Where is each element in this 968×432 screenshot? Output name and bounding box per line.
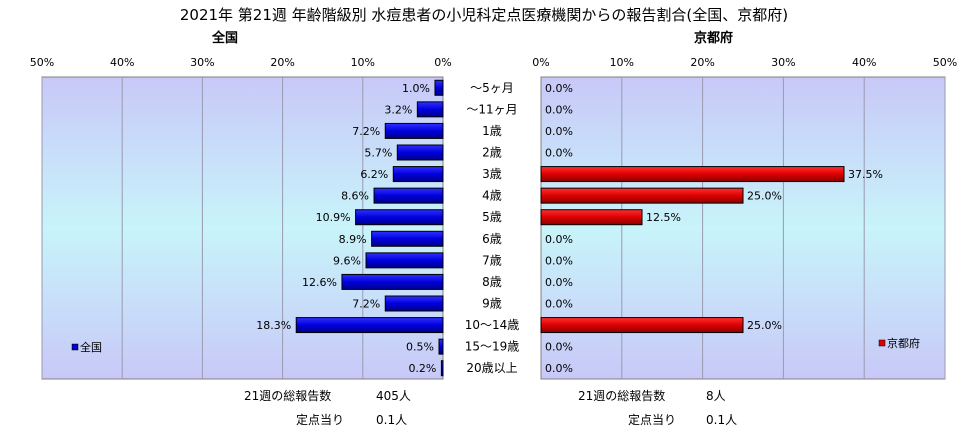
national-total-value: 405人 (376, 389, 411, 403)
kyoto-value-label: 0.0% (545, 103, 573, 116)
plot-backgrounds (41, 76, 946, 380)
category-label: 9歳 (482, 297, 502, 311)
kyoto-value-label: 0.0% (545, 233, 573, 246)
kyoto-value-label: 0.0% (545, 254, 573, 267)
national-value-label: 10.9% (316, 211, 351, 224)
national-panel-title: 全国 (212, 31, 239, 46)
kyoto-value-label: 0.0% (545, 82, 573, 95)
national-bar (373, 187, 444, 204)
national-bar (365, 252, 444, 269)
national-tick-label: 10% (351, 56, 375, 69)
kyoto-panel-title: 京都府 (694, 31, 734, 46)
national-bar (384, 122, 444, 139)
kyoto-value-label: 37.5% (848, 168, 883, 181)
national-value-label: 7.2% (352, 125, 380, 138)
kyoto-total-value: 8人 (706, 389, 726, 403)
labels: 0% 10% 20% 30% 40% 50% 1.0% 3.2% 7.2% 5.7% 6.2% 8.6… (30, 56, 957, 375)
kyoto-legend-swatch (878, 339, 886, 347)
category-label: ～11ヶ月 (466, 102, 517, 116)
category-label: 8歳 (482, 275, 502, 289)
kyoto-per-label: 定点当り (628, 413, 677, 427)
national-per-label: 定点当り (296, 413, 345, 427)
kyoto-total-label: 21週の総報告数 (578, 389, 666, 403)
category-label: 10～14歳 (465, 318, 520, 332)
kyoto-per-value: 0.1人 (706, 413, 738, 427)
national-bar (355, 209, 444, 226)
national-tick-label: 50% (30, 56, 54, 69)
kyoto-bar (540, 317, 744, 334)
kyoto-tick-label: 20% (690, 56, 714, 69)
national-total-label: 21週の総報告数 (244, 389, 332, 403)
kyoto-tick-label: 50% (933, 56, 957, 69)
national-value-label: 6.2% (360, 168, 388, 181)
national-bar (341, 273, 444, 290)
kyoto-value-label: 0.0% (545, 362, 573, 375)
kyoto-tick-label: 30% (771, 56, 795, 69)
kyoto-tick-label: 0% (532, 56, 549, 69)
kyoto-value-label: 0.0% (545, 147, 573, 160)
kyoto-value-label: 0.0% (545, 341, 573, 354)
category-label: ～5ヶ月 (470, 81, 514, 95)
national-value-label: 5.7% (364, 147, 392, 160)
national-value-label: 1.0% (402, 82, 430, 95)
category-label: 15～19歳 (465, 340, 520, 354)
national-bar (392, 166, 444, 183)
national-bar (396, 144, 444, 161)
national-value-label: 8.9% (339, 233, 367, 246)
category-label: 3歳 (482, 167, 502, 181)
national-legend-swatch (71, 343, 79, 351)
national-bar (295, 317, 444, 334)
chart-title: 2021年 第21週 年齢階級別 水痘患者の小児科定点医療機関からの報告割合(全… (179, 6, 789, 24)
kyoto-bar (540, 209, 643, 226)
kyoto-value-label: 0.0% (545, 125, 573, 138)
national-bar (371, 230, 444, 247)
national-plot-area (41, 76, 444, 380)
kyoto-legend-label: 京都府 (887, 336, 920, 350)
national-per-value: 0.1人 (376, 413, 408, 427)
national-tick-label: 30% (190, 56, 214, 69)
national-value-label: 0.5% (406, 341, 434, 354)
category-label: 7歳 (482, 253, 502, 267)
national-bar (384, 295, 444, 312)
kyoto-value-label: 12.5% (646, 211, 681, 224)
kyoto-value-label: 0.0% (545, 276, 573, 289)
gridlines (41, 77, 946, 379)
national-bar (438, 338, 444, 355)
bars (295, 79, 845, 377)
national-tick-label: 20% (270, 56, 294, 69)
kyoto-tick-label: 40% (852, 56, 876, 69)
kyoto-value-label: 0.0% (545, 298, 573, 311)
kyoto-tick-label: 10% (610, 56, 634, 69)
national-tick-label: 40% (110, 56, 134, 69)
category-label: 2歳 (482, 146, 502, 160)
kyoto-value-label: 25.0% (747, 190, 782, 203)
national-bar (434, 79, 444, 96)
national-bar (440, 360, 444, 377)
national-tick-label: 0% (434, 56, 451, 69)
category-label: 4歳 (482, 189, 502, 203)
category-label: 6歳 (482, 232, 502, 246)
national-value-label: 7.2% (352, 298, 380, 311)
national-value-label: 0.2% (408, 362, 436, 375)
kyoto-plot-area (540, 76, 946, 380)
national-value-label: 8.6% (341, 190, 369, 203)
kyoto-bar (540, 187, 744, 204)
category-label: 5歳 (482, 210, 502, 224)
category-label: 20歳以上 (466, 361, 517, 375)
national-value-label: 3.2% (384, 103, 412, 116)
national-value-label: 18.3% (256, 319, 291, 332)
national-value-label: 9.6% (333, 254, 361, 267)
national-value-label: 12.6% (302, 276, 337, 289)
category-label: 1歳 (482, 124, 502, 138)
national-bar (416, 101, 444, 118)
kyoto-bar (540, 166, 845, 183)
national-legend-label: 全国 (80, 340, 102, 354)
kyoto-value-label: 25.0% (747, 319, 782, 332)
